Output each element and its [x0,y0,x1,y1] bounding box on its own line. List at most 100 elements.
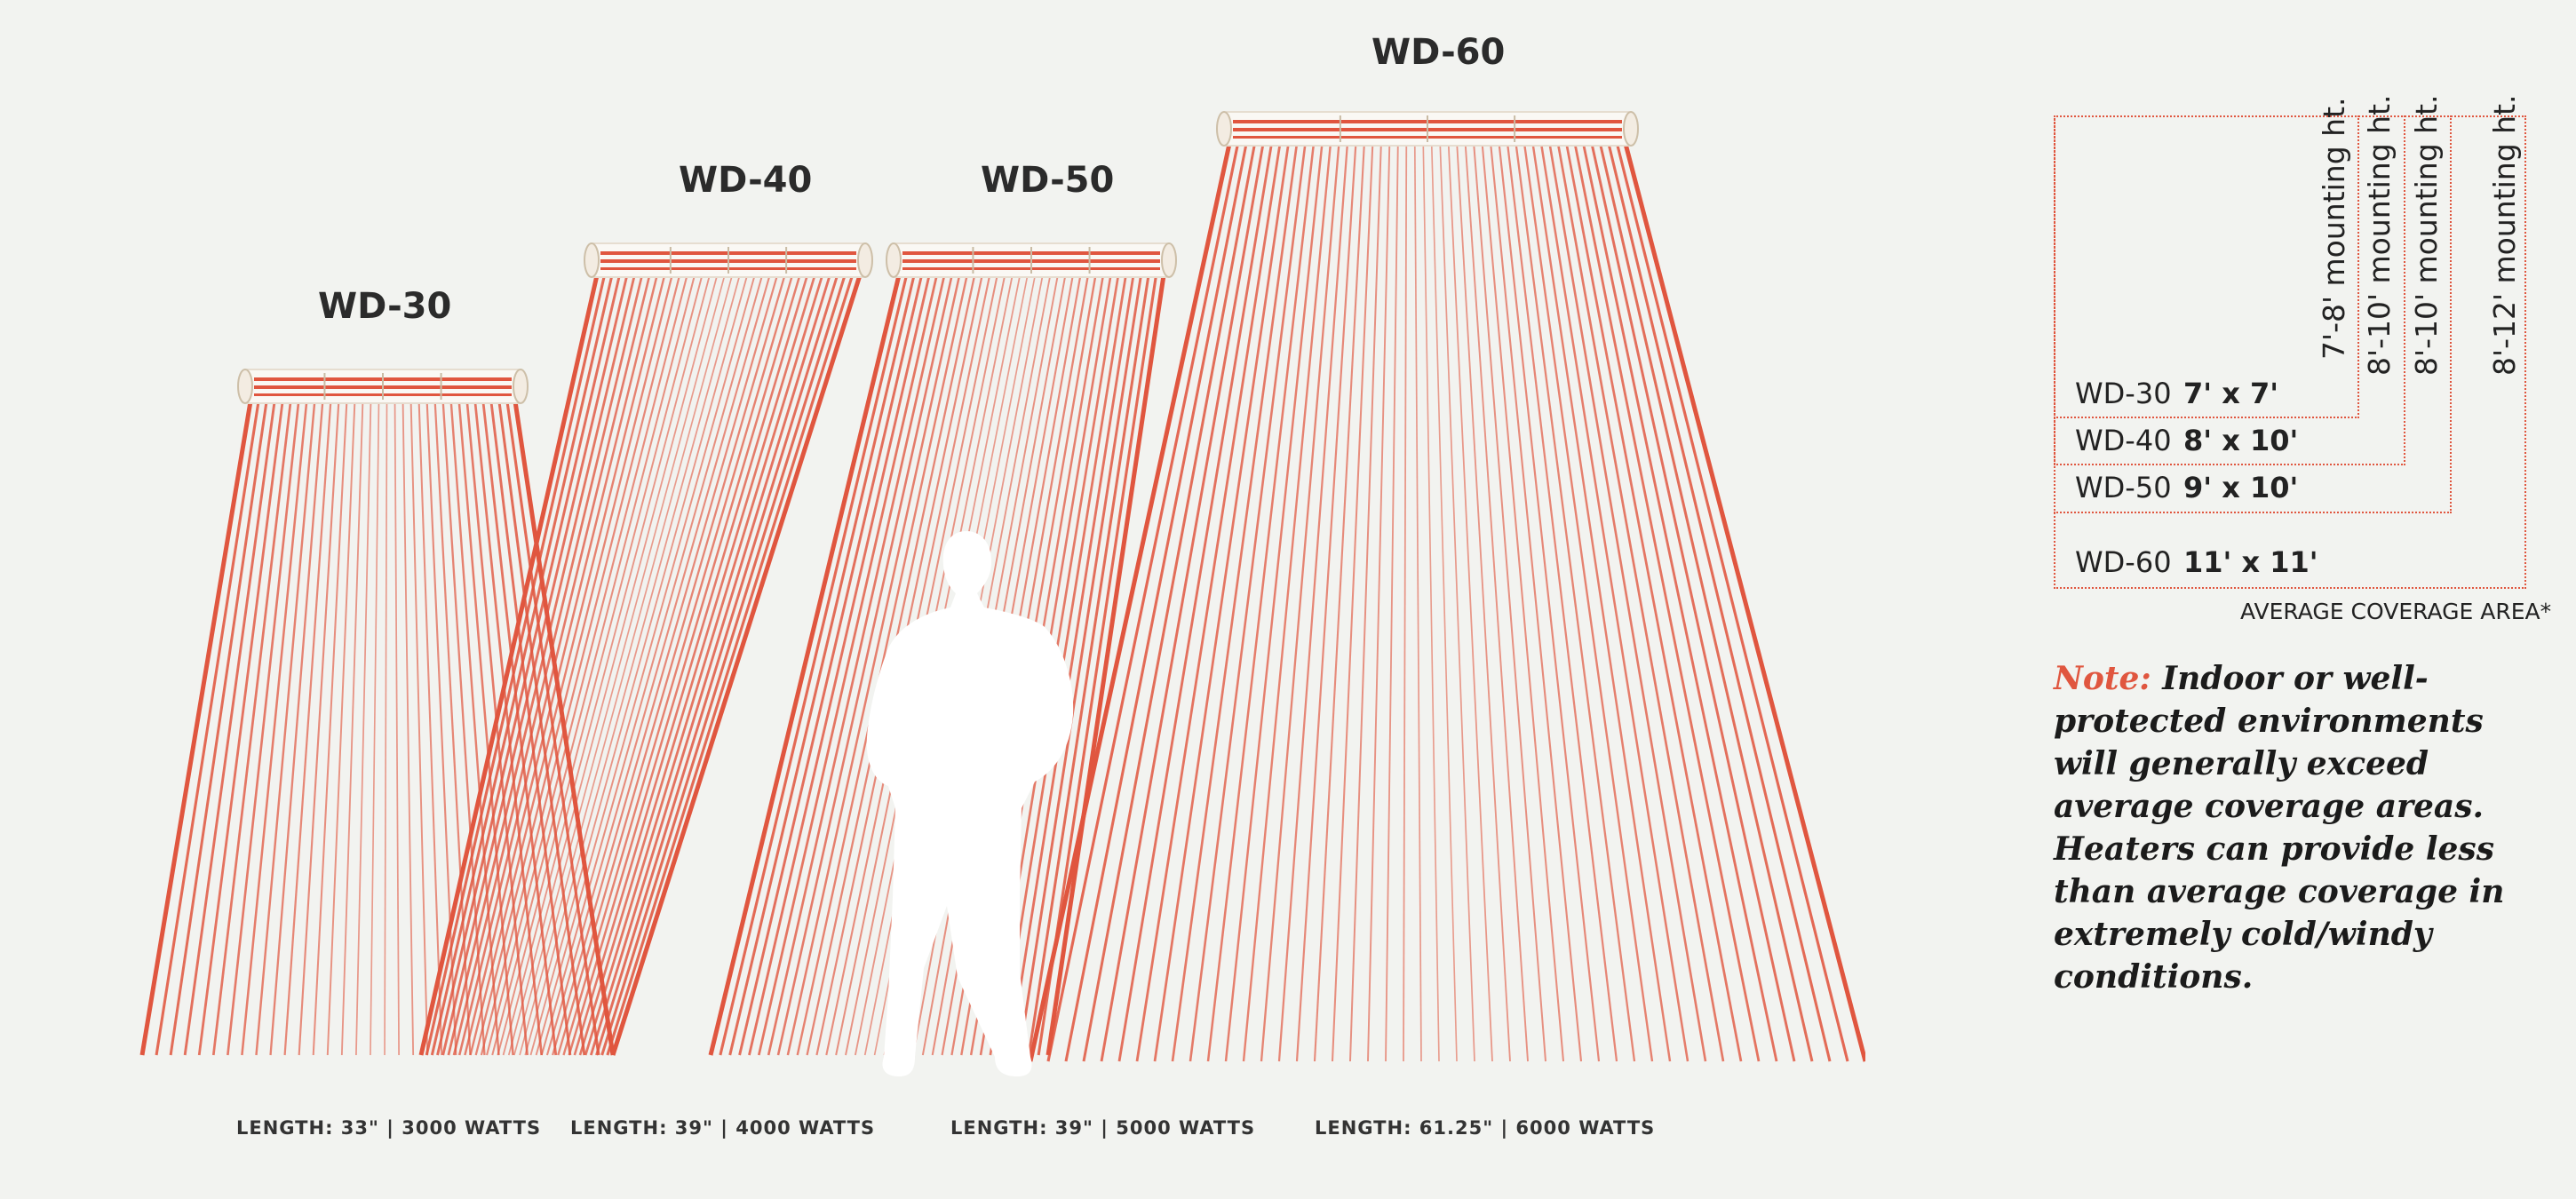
heat-ray [480,274,681,1056]
heat-ray [1028,143,1232,1062]
heat-ray [535,274,756,1056]
heat-ray [1615,143,1849,1062]
heat-ray [600,274,847,1056]
heat-ray [1464,143,1529,1062]
heat-ray [562,274,794,1056]
heat-ray [298,401,340,1056]
heat-ray [474,274,673,1056]
heat-ray [1260,143,1340,1062]
heat-ray [1206,143,1316,1062]
heat-ray [465,401,529,1056]
heater-title-wd40: WD-40 [679,160,813,201]
heat-ray [776,274,953,1056]
coverage-area: 9' x 10' [2183,471,2299,504]
heat-ray [425,274,606,1056]
heat-ray [1422,143,1440,1062]
heat-ray [568,274,801,1056]
heat-ray [524,274,741,1056]
heat-ray [326,401,356,1056]
heat-ray [1367,143,1391,1062]
heat-ray [748,274,931,1056]
heat-ray [409,401,429,1056]
heat-ray [452,274,644,1056]
heat-ray [417,401,443,1056]
coverage-model: WD-60 [2075,545,2172,579]
coverage-caption: AVERAGE COVERAGE AREA* [2240,599,2552,624]
heater-title-wd30: WD-30 [318,286,452,327]
heat-ray [1490,143,1583,1062]
heat-ray [1171,143,1299,1062]
heat-ray [1313,143,1365,1062]
heat-ray [464,274,658,1056]
heat-ray [436,274,621,1056]
coverage-row-wd60: WD-60 11' x 11' [2075,545,2318,579]
heat-ray [552,274,779,1056]
mounting-height-wd30: 7'-8' mounting ht. [2317,97,2351,360]
heat-ray [139,401,253,1056]
heat-ray [1599,143,1814,1062]
heater-spec-wd30: LENGTH: 33" | 3000 WATTS [236,1117,542,1139]
heat-ray [418,274,600,1056]
heat-ray [578,274,816,1056]
coverage-row-wd50: WD-50 9' x 10' [2075,471,2298,504]
heat-ray [1100,143,1265,1062]
heat-ray [486,274,688,1056]
coverage-box-wd30 [2054,115,2359,418]
heat-ray [227,401,300,1056]
heat-ray [1413,143,1422,1062]
heat-ray [489,401,572,1056]
coverage-model: WD-40 [2075,424,2172,457]
heater-spec-wd40: LENGTH: 39" | 4000 WATTS [570,1117,876,1139]
heat-ray [447,274,636,1056]
note-text: Indoor or well-protected environments wi… [2054,660,2505,996]
heat-ray [589,274,831,1056]
heat-ray [502,274,711,1056]
heat-ray [728,274,916,1056]
heat-ray [255,401,316,1056]
heat-ray [355,401,372,1056]
heat-ray [370,401,380,1056]
heat-ray [441,274,629,1056]
heat-ray [312,401,348,1056]
heat-ray [1582,143,1778,1062]
heat-ray [1046,274,1166,1056]
heat-ray [1189,143,1307,1062]
heat-rays-wd40 [418,274,863,1056]
heat-ray [1548,143,1707,1062]
person-silhouette [866,531,1074,1076]
coverage-model: WD-50 [2075,471,2172,504]
heat-ray [1242,143,1332,1062]
heat-ray [1027,274,1150,1056]
heater-unit-wd50 [886,242,1177,278]
mounting-height-wd60: 8'-12' mounting ht. [2487,94,2522,377]
heat-ray [1590,143,1796,1062]
heat-ray [1349,143,1382,1062]
heat-ray [1064,143,1248,1062]
heat-ray [757,274,938,1056]
heat-ray [1539,143,1690,1062]
heater-unit-wd40 [584,242,873,278]
heat-ray [1447,143,1493,1062]
heat-ray [1473,143,1546,1062]
heat-ray [155,401,260,1056]
heater-spec-wd50: LENGTH: 39" | 5000 WATTS [950,1117,1256,1139]
heat-ray [241,401,308,1056]
heat-ray [1507,143,1618,1062]
heater-unit-wd60 [1216,111,1639,147]
heat-ray [433,401,472,1056]
heat-ray [1498,143,1601,1062]
coverage-row-wd40: WD-40 8' x 10' [2075,424,2298,457]
heat-ray [1556,143,1725,1062]
heater-units [237,111,1639,404]
coverage-area: 7' x 7' [2183,377,2279,410]
heater-title-wd60: WD-60 [1371,32,1506,73]
heat-ray [394,401,400,1056]
heat-ray [1481,143,1565,1062]
heat-ray [269,401,324,1056]
heat-ray [1017,274,1142,1056]
heat-ray [469,274,666,1056]
heat-ray [449,401,500,1056]
heat-ray [1224,143,1324,1062]
heat-ray [606,274,855,1056]
heat-ray [1403,143,1408,1062]
